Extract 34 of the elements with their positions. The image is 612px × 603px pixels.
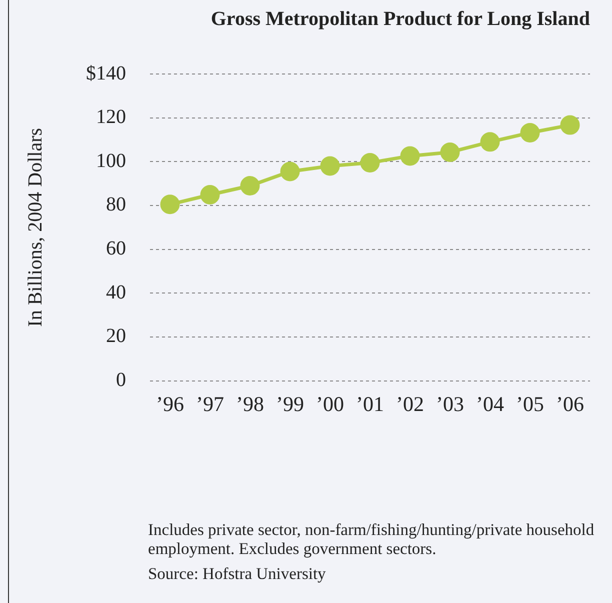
point (440, 142, 460, 162)
point (240, 176, 260, 196)
text: Includes private sector, non-farm/fishing/hunting/private household employment. Excludes government sectors. (148, 520, 596, 558)
y-tick-label: 100 (96, 150, 126, 172)
y-tick-label: 40 (106, 281, 126, 304)
y-tick-label: $140 (86, 62, 126, 84)
y-tick-label: 0 (116, 369, 126, 392)
x-tick-label: ’03 (436, 392, 464, 416)
point (200, 185, 220, 204)
x-tick-label: ’97 (196, 392, 224, 416)
x-tick-label: ’00 (316, 392, 344, 416)
x-tick-label: ’96 (156, 392, 184, 416)
point (360, 153, 380, 173)
point (560, 115, 580, 135)
x-tick-label: ’04 (476, 392, 504, 416)
x-tick-label: ’06 (556, 392, 584, 416)
point (520, 122, 540, 142)
y-axis-title: In Billions, 2004 Dollars (24, 128, 46, 327)
chart-title: Gross Metropolitan Product for Long Island (210, 8, 590, 30)
y-tick-label: 20 (106, 325, 126, 348)
x-tick-label: ’98 (236, 392, 264, 416)
x-tick-label: ’01 (356, 392, 384, 416)
point (480, 132, 500, 152)
y-tick-label: 60 (106, 238, 126, 260)
x-tick-label: ’99 (276, 392, 304, 416)
y-tick-label: 120 (96, 106, 126, 128)
point (160, 194, 180, 214)
y-tick-label: 80 (106, 194, 126, 216)
point (280, 162, 300, 182)
source-note: Source: Hofstra University (148, 564, 327, 583)
point (320, 156, 340, 176)
x-tick-label: ’05 (516, 392, 544, 416)
point (400, 146, 420, 166)
x-tick-label: ’02 (396, 392, 424, 416)
